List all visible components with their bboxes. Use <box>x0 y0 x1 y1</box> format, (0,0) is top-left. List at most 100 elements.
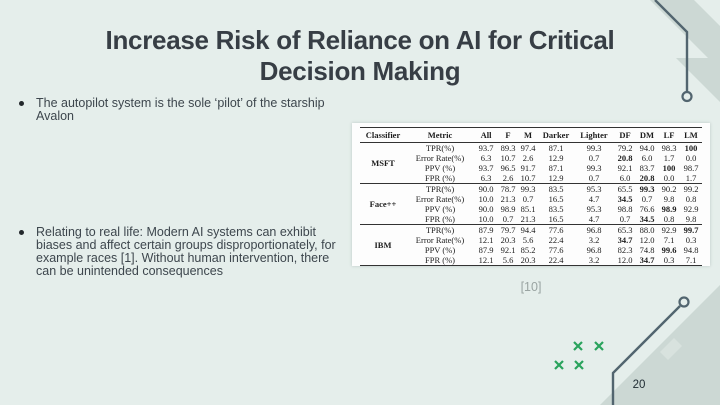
value-cell: 34.5 <box>639 214 655 224</box>
page-number: 20 <box>632 379 646 391</box>
value-cell: 7.1 <box>685 255 697 265</box>
value-cell: 34.5 <box>617 194 633 204</box>
metric-cell: FPR (%) <box>425 173 455 183</box>
value-cell: 98.3 <box>661 143 677 153</box>
value-cell: 94.8 <box>683 245 699 255</box>
corner-band-bottom-right <box>600 285 720 405</box>
value-cell: 5.6 <box>522 235 534 245</box>
value-cell: 20.3 <box>500 235 516 245</box>
table-row: Error Rate(%) 6.3 10.7 2.6 12.9 0.7 20.8 6.0 1.7… <box>360 153 702 163</box>
table-row: FPR (%) 12.1 5.6 20.3 22.4 3.2 12.0 34.7 0.3 7.1 <box>360 255 702 266</box>
metric-cell: PPV (%) <box>424 163 456 173</box>
value-cell: 92.1 <box>500 245 516 255</box>
column-header: Metric <box>406 127 474 143</box>
column-header: LM <box>680 127 702 143</box>
value-cell: 12.1 <box>478 255 494 265</box>
classifier-group: Face++ TPR(%) 90.0 78.7 99.3 83.5 95.3 65.5 99.3… <box>360 183 702 225</box>
value-cell: 3.2 <box>588 255 600 265</box>
metric-cell: FPR (%) <box>425 214 455 224</box>
column-header: DM <box>636 127 658 143</box>
value-cell: 2.6 <box>522 153 534 163</box>
value-cell: 95.3 <box>586 204 602 214</box>
column-header: M <box>518 127 538 143</box>
value-cell: 34.7 <box>617 235 633 245</box>
column-header: Classifier <box>360 127 406 143</box>
value-cell: 0.7 <box>502 214 514 224</box>
value-cell: 0.7 <box>588 173 600 183</box>
value-cell: 20.8 <box>617 153 633 163</box>
value-cell: 96.5 <box>500 163 516 173</box>
value-cell: 0.3 <box>663 255 675 265</box>
value-cell: 94.4 <box>520 225 536 235</box>
value-cell: 7.1 <box>663 235 675 245</box>
value-cell: 93.7 <box>478 163 494 173</box>
metric-cell: PPV (%) <box>424 245 456 255</box>
column-header: Lighter <box>574 127 614 143</box>
value-cell: 96.8 <box>586 245 602 255</box>
column-header: Darker <box>538 127 574 143</box>
value-cell: 0.8 <box>663 214 675 224</box>
value-cell: 82.3 <box>617 245 633 255</box>
value-cell: 0.7 <box>619 214 631 224</box>
value-cell: 99.6 <box>661 245 677 255</box>
circuit-line-top-icon <box>654 0 689 91</box>
table-row: Error Rate(%) 12.1 20.3 5.6 22.4 3.2 34.7 12.0 7… <box>360 235 702 245</box>
bullet-item-real-life: Relating to real life: Modern AI systems… <box>14 226 336 278</box>
value-cell: 5.6 <box>502 255 514 265</box>
value-cell: 2.6 <box>502 173 514 183</box>
value-cell: 12.0 <box>639 235 655 245</box>
table-row: IBM TPR(%) 87.9 79.7 94.4 77.6 96.8 65.3 88.0 92.… <box>360 225 702 250</box>
x-marks-icon <box>554 341 604 370</box>
value-cell: 0.7 <box>588 153 600 163</box>
value-cell: 22.4 <box>548 235 564 245</box>
value-cell: 76.6 <box>639 204 655 214</box>
value-cell: 88.0 <box>639 225 655 235</box>
value-cell: 89.3 <box>500 143 516 153</box>
classifier-cell: IBM <box>374 240 392 250</box>
value-cell: 90.2 <box>661 184 677 194</box>
circuit-node-top-icon <box>681 90 693 103</box>
value-cell: 16.5 <box>548 194 564 204</box>
value-cell: 22.4 <box>548 255 564 265</box>
page-title: Increase Risk of Reliance on AI for Crit… <box>50 25 670 87</box>
table-row: MSFT TPR(%) 93.7 89.3 97.4 87.1 99.3 79.2 94.0 98… <box>360 143 702 168</box>
value-cell: 6.0 <box>619 173 631 183</box>
value-cell: 98.7 <box>683 163 699 173</box>
value-cell: 87.1 <box>548 143 564 153</box>
bullet-item-autopilot: The autopilot system is the sole ‘pilot’… <box>14 97 336 123</box>
metric-cell: TPR(%) <box>425 184 455 194</box>
metric-cell: Error Rate(%) <box>415 153 465 163</box>
value-cell: 0.7 <box>641 194 653 204</box>
table-row: Face++ TPR(%) 90.0 78.7 99.3 83.5 95.3 65.5 99.3… <box>360 184 702 209</box>
table-row: FPR (%) 10.0 0.7 21.3 16.5 4.7 0.7 34.5 0.8 9.8 <box>360 214 702 225</box>
value-cell: 79.7 <box>500 225 516 235</box>
value-cell: 78.7 <box>500 184 516 194</box>
value-cell: 93.7 <box>478 143 494 153</box>
value-cell: 4.7 <box>588 214 600 224</box>
bullet-list: The autopilot system is the sole ‘pilot’… <box>14 97 336 278</box>
table-row: PPV (%) 93.7 96.5 91.7 87.1 99.3 92.1 83.7 100 98… <box>360 163 702 173</box>
value-cell: 65.5 <box>617 184 633 194</box>
value-cell: 6.3 <box>480 153 492 163</box>
value-cell: 9.8 <box>663 194 675 204</box>
corner-band-step <box>660 338 682 360</box>
value-cell: 90.0 <box>478 184 494 194</box>
bullet-dot <box>19 230 24 235</box>
results-table-card: Classifier Metric All F M Darker Lighter DF DM LF… <box>352 123 710 266</box>
metric-cell: Error Rate(%) <box>415 194 465 204</box>
metric-cell: TPR(%) <box>425 143 455 153</box>
value-cell: 12.9 <box>548 173 564 183</box>
value-cell: 99.7 <box>683 225 699 235</box>
value-cell: 99.3 <box>639 184 655 194</box>
value-cell: 85.2 <box>520 245 536 255</box>
value-cell: 0.0 <box>685 153 697 163</box>
value-cell: 77.6 <box>548 245 564 255</box>
citation: [10] <box>520 280 542 294</box>
value-cell: 92.9 <box>683 204 699 214</box>
value-cell: 0.7 <box>522 194 534 204</box>
value-cell: 3.2 <box>588 235 600 245</box>
value-cell: 10.0 <box>478 214 494 224</box>
value-cell: 20.3 <box>520 255 536 265</box>
value-cell: 21.3 <box>500 194 516 204</box>
